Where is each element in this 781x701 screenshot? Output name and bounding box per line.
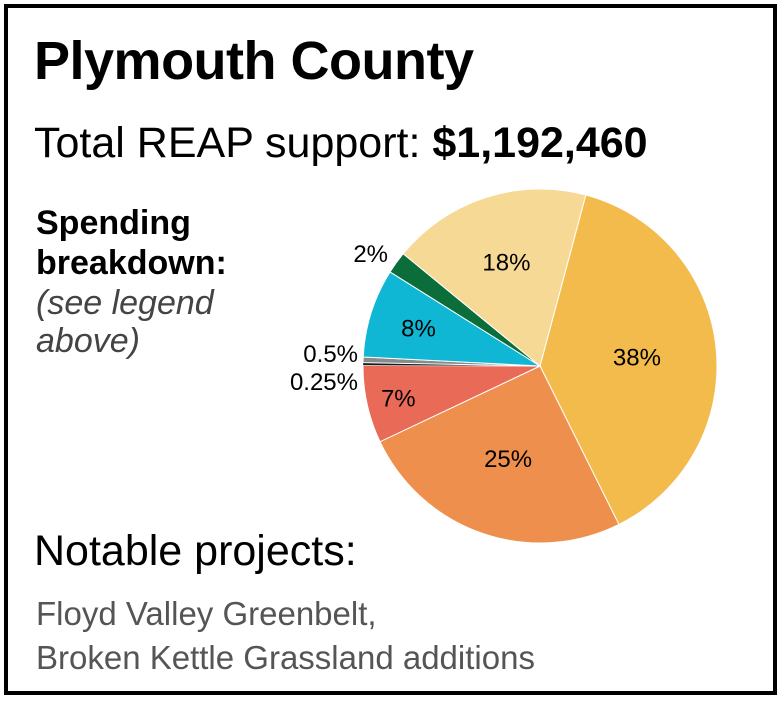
breakdown-title-line1: Spending bbox=[36, 204, 191, 242]
project-item: Floyd Valley Greenbelt, bbox=[36, 595, 377, 632]
breakdown-note-line1: (see legend bbox=[36, 284, 214, 322]
pie-slice-label: 0.25% bbox=[290, 369, 358, 396]
notable-projects-title: Notable projects: bbox=[34, 527, 357, 575]
pie-slice-label: 0.5% bbox=[303, 341, 358, 368]
pie-slice-label: 2% bbox=[353, 241, 388, 268]
pie-slice-label: 7% bbox=[381, 386, 416, 413]
total-support-amount: $1,192,460 bbox=[432, 119, 648, 167]
pie-slice bbox=[539, 194, 718, 526]
notable-projects-list: Floyd Valley Greenbelt, Broken Kettle Gr… bbox=[36, 592, 535, 680]
pie-slice bbox=[362, 271, 542, 367]
project-item: Broken Kettle Grassland additions bbox=[36, 639, 535, 676]
breakdown-title-line2: breakdown: bbox=[36, 244, 227, 282]
spending-breakdown: Spending breakdown: (see legend above) bbox=[36, 203, 266, 359]
pie-slice-label: 25% bbox=[484, 446, 532, 473]
pie-slice-label: 38% bbox=[613, 344, 661, 371]
pie-slice bbox=[379, 365, 620, 544]
breakdown-note-line2: above) bbox=[36, 322, 140, 360]
county-title: Plymouth County bbox=[34, 31, 474, 91]
pie-slice bbox=[402, 188, 587, 367]
pie-slice-label: 8% bbox=[401, 316, 436, 343]
total-support-label: Total REAP support: bbox=[34, 119, 421, 167]
pie-slice-label: 18% bbox=[482, 250, 530, 277]
total-support-line: Total REAP support: $1,192,460 bbox=[34, 122, 648, 165]
